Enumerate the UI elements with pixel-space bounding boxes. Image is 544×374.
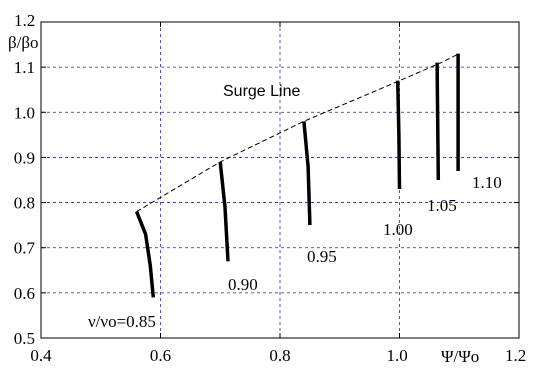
speed-line-label: 1.05 [427,196,457,215]
surge-line-label: Surge Line [223,83,300,100]
tick-marks [40,21,520,339]
x-tick-label: 0.4 [30,346,52,365]
x-tick-label: 0.6 [150,346,171,365]
speed-line-label: 0.95 [307,247,337,266]
speed-line [218,161,230,262]
x-tick-labels: 0.4 0.6 0.8 1.0 1.2 [30,346,526,365]
series-labels: ν/νo=0.85 0.90 0.95 1.00 1.05 1.10 [88,173,502,331]
speed-line [395,80,402,190]
surge-line [136,53,460,213]
series-layer [134,53,460,298]
y-tick-label: 0.6 [14,284,35,303]
speed-line [134,210,156,298]
y-tick-label: 1.1 [14,58,35,77]
grid-lines [41,22,519,338]
speed-line [302,121,312,226]
speed-line-label: 1.00 [383,220,413,239]
y-tick-label: 0.8 [14,194,35,213]
x-tick-label: 1.0 [387,346,408,365]
y-tick-labels: 0.5 0.6 0.7 0.8 0.9 1.0 1.1 1.2 [14,11,36,348]
y-tick-label: 0.9 [14,148,35,167]
x-tick-label: 0.8 [269,346,290,365]
speed-line-label: ν/νo=0.85 [88,312,156,331]
x-tick-label: 1.2 [505,346,526,365]
speed-line-label: 0.90 [228,275,258,294]
y-tick-label: 1.2 [14,11,35,30]
y-tick-label: 1.0 [14,103,35,122]
speed-line-label: 1.10 [472,173,502,192]
y-axis-label: β/βo [8,33,39,52]
y-tick-label: 0.5 [14,329,35,348]
speed-line [435,62,441,181]
x-axis-label: Ψ/Ψo [441,347,479,366]
y-tick-label: 0.7 [14,239,36,258]
